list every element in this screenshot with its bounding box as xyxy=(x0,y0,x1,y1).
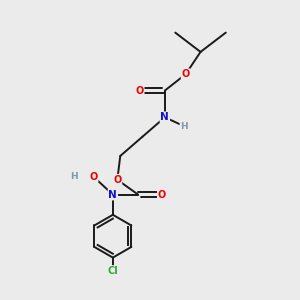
Text: O: O xyxy=(182,69,190,79)
Text: H: H xyxy=(70,172,78,181)
Text: O: O xyxy=(89,172,98,182)
Text: Cl: Cl xyxy=(107,266,118,276)
Text: O: O xyxy=(136,85,144,96)
Text: O: O xyxy=(113,175,122,185)
Text: N: N xyxy=(160,112,169,122)
Text: N: N xyxy=(109,190,117,200)
Text: O: O xyxy=(158,190,166,200)
Text: H: H xyxy=(180,122,188,131)
